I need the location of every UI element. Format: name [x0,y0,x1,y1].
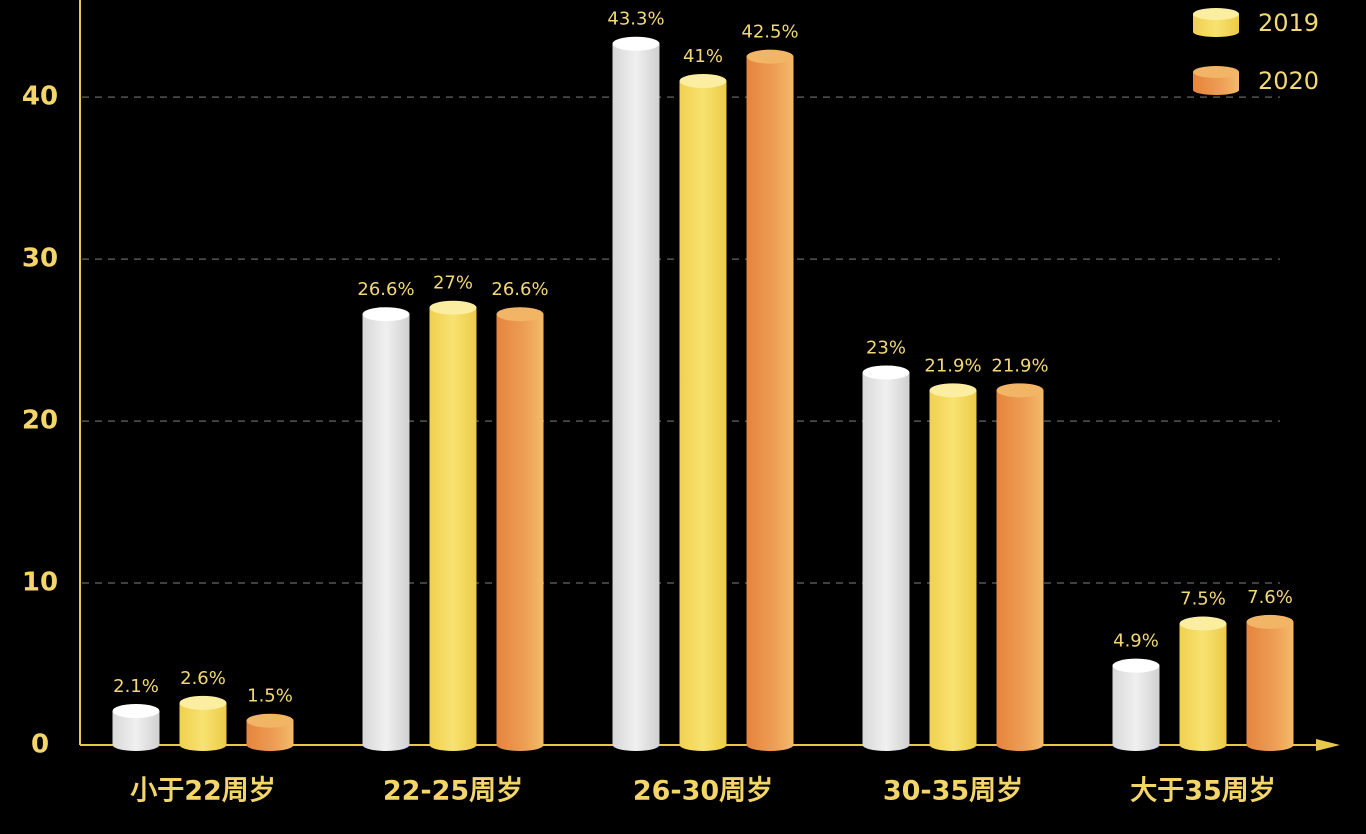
y-tick-label: 0 [31,730,49,760]
value-label: 1.5% [247,686,293,707]
bar [1112,658,1160,751]
bar [746,49,794,751]
value-label: 41% [683,46,723,67]
legend-icon [1193,8,1239,37]
bar [246,713,294,751]
bar [496,307,544,751]
x-tick-label: 小于22周岁 [130,776,276,807]
y-tick-label: 20 [22,406,58,436]
value-label: 4.9% [1113,631,1159,652]
x-tick-label: 30-35周岁 [883,776,1023,807]
value-label: 27% [433,273,473,294]
value-label: 2.1% [113,676,159,697]
bar [862,365,910,751]
value-label: 42.5% [741,22,798,43]
value-label: 7.5% [1180,589,1226,610]
y-tick-label: 40 [22,82,58,112]
value-label: 21.9% [924,355,981,376]
legend-icon [1193,66,1239,95]
value-label: 23% [866,338,906,359]
x-tick-label: 大于35周岁 [1130,776,1276,807]
bar [996,383,1044,751]
value-label: 21.9% [991,355,1048,376]
legend-label: 2019 [1258,9,1319,37]
axis-arrow [1316,739,1340,751]
value-label: 2.6% [180,668,226,689]
bar [179,695,227,751]
y-tick-label: 30 [22,244,58,274]
value-label: 26.6% [357,279,414,300]
value-label: 7.6% [1247,587,1293,608]
bar [112,703,160,751]
bar [362,307,410,751]
value-label: 43.3% [607,9,664,30]
bar [612,36,660,751]
y-tick-label: 10 [22,568,58,598]
legend-label: 2020 [1258,67,1319,95]
bar [679,73,727,751]
x-tick-label: 22-25周岁 [383,776,523,807]
value-label: 26.6% [491,279,548,300]
x-tick-label: 26-30周岁 [633,776,773,807]
bar [1179,616,1227,751]
bar [929,383,977,751]
bar [429,300,477,751]
bar [1246,614,1294,751]
